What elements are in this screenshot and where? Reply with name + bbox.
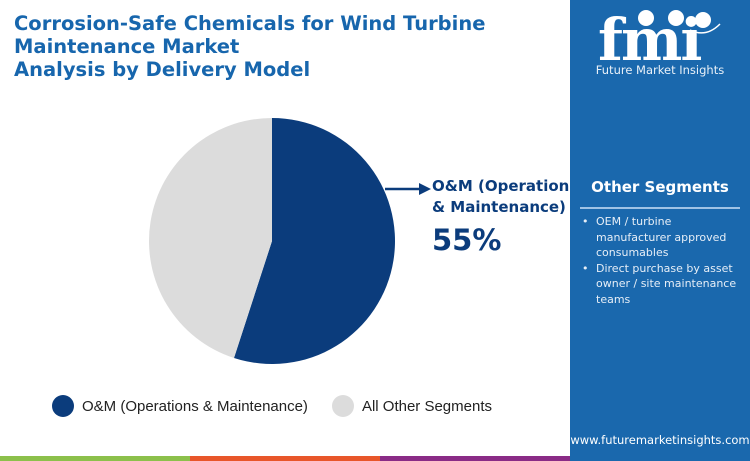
footer-strip-purple — [380, 456, 570, 461]
callout-label-2: & Maintenance) — [432, 198, 566, 216]
title-line-3: Analysis by Delivery Model — [14, 58, 311, 81]
pie-slice-0 — [233, 118, 396, 365]
divider — [580, 207, 740, 209]
legend-label: O&M (Operations & Maintenance) — [82, 397, 308, 415]
legend-swatch — [331, 395, 354, 417]
pie-chart — [149, 118, 396, 365]
title-line-1: Corrosion-Safe Chemicals for Wind Turbin… — [14, 12, 486, 35]
title-line-2: Maintenance Market — [14, 35, 240, 58]
list-item: OEM / turbine manufacturer approved cons… — [580, 214, 745, 261]
legend: O&M (Operations & Maintenance) All Other… — [52, 395, 516, 417]
chart-title: Corrosion-Safe Chemicals for Wind Turbin… — [14, 12, 485, 81]
callout-arrow-icon — [385, 183, 431, 195]
other-segments-heading: Other Segments — [591, 178, 729, 196]
legend-item-om: O&M (Operations & Maintenance) — [52, 395, 308, 417]
pie-slice-1 — [149, 118, 272, 358]
list-item: Direct purchase by asset owner / site ma… — [580, 261, 745, 308]
footer-strip-orange — [190, 456, 380, 461]
brand-name: Future Market Insights — [595, 63, 725, 77]
callout-value: 55% — [432, 223, 502, 257]
callout-label-1: O&M (Operations — [432, 177, 579, 195]
legend-item-other: All Other Segments — [331, 395, 492, 417]
fmi-logo: fmi — [598, 8, 721, 64]
legend-label: All Other Segments — [361, 397, 492, 415]
other-segments-list: OEM / turbine manufacturer approved cons… — [580, 214, 745, 307]
legend-swatch — [52, 395, 74, 417]
website-url: www.futuremarketinsights.com — [570, 433, 750, 447]
callout: O&M (Operations & Maintenance) 55% — [432, 176, 578, 260]
side-panel: fmi Future Market Insights Other Segment… — [570, 0, 750, 461]
footer-strip-green — [0, 456, 190, 461]
